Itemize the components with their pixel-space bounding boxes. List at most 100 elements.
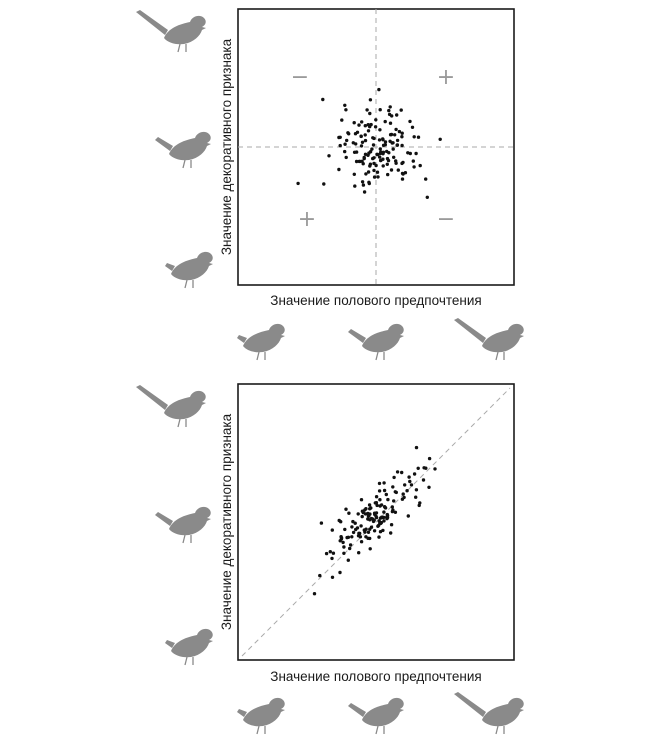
x-axis-label: Значение полового предпочтения <box>270 293 481 308</box>
scatter-point <box>382 510 386 514</box>
scatter-point <box>394 127 398 132</box>
scatter-point <box>367 180 371 184</box>
scatter-point <box>343 149 347 154</box>
quadrant-sign-top-left: − <box>291 65 309 90</box>
scatter-point <box>378 108 382 112</box>
scatter-point <box>346 535 351 539</box>
scatter-point <box>366 170 371 174</box>
scatter-point <box>381 137 385 141</box>
scatter-point <box>375 503 379 508</box>
scatter-point <box>364 535 368 539</box>
scatter-point <box>391 485 395 489</box>
bird-icon <box>136 385 206 427</box>
scatter-point <box>407 475 411 479</box>
scatter-point <box>381 164 385 168</box>
scatter-point <box>378 155 382 159</box>
scatter-point <box>342 545 346 549</box>
scatter-point <box>388 133 393 137</box>
scatter-point <box>379 158 383 163</box>
scatter-point <box>387 108 391 113</box>
scatter-point <box>372 529 377 533</box>
scatter-point <box>368 518 372 522</box>
scatter-point <box>387 151 391 155</box>
scatter-point <box>344 507 348 511</box>
scatter-point <box>363 133 367 137</box>
scatter-point <box>368 536 372 541</box>
scatter-point <box>405 489 409 493</box>
scatter-point <box>390 505 394 509</box>
scatter-point <box>330 528 334 532</box>
scatter-point <box>383 140 388 144</box>
scatter-point <box>416 466 420 470</box>
scatter-point <box>377 87 381 92</box>
scatter-point <box>372 161 376 166</box>
scatter-point <box>362 528 366 532</box>
scatter-point <box>370 147 374 151</box>
scatter-point <box>372 175 377 179</box>
scatter-point <box>425 195 429 199</box>
scatter-point <box>353 521 357 525</box>
scatter-point <box>337 167 341 172</box>
scatter-point <box>427 456 432 461</box>
scatter-point <box>400 143 404 148</box>
bird-icon <box>237 324 285 360</box>
scatter-point <box>327 154 331 158</box>
scatter-point <box>350 525 354 529</box>
scatter-point <box>378 128 382 132</box>
scatter-point <box>359 144 364 148</box>
bird-icon <box>237 698 285 734</box>
scatter-point <box>340 118 344 122</box>
scatter-point <box>386 497 390 502</box>
scatter-point <box>399 108 403 112</box>
scatter-point <box>373 125 378 129</box>
scatter-point <box>400 135 404 139</box>
quadrant-sign-bottom-right: − <box>437 207 455 232</box>
scatter-point <box>368 507 372 511</box>
scatter-point <box>378 498 382 502</box>
scatter-point <box>369 122 373 127</box>
scatter-point <box>366 530 371 534</box>
scatter-point <box>342 551 346 555</box>
scatter-point <box>400 131 404 135</box>
bird-icon <box>348 698 404 734</box>
scatter-point <box>343 527 347 532</box>
scatter-point <box>433 467 437 471</box>
scatter-point <box>393 510 398 514</box>
scatter-points <box>296 87 442 199</box>
scatter-point <box>354 142 358 146</box>
scatter-point <box>392 499 396 503</box>
scatter-point <box>319 521 324 525</box>
scatter-point <box>421 478 426 482</box>
scatter-point <box>372 518 376 522</box>
scatter-point <box>400 161 404 166</box>
scatter-point <box>367 503 372 507</box>
scatter-point <box>330 575 335 579</box>
scatter-point <box>382 519 386 523</box>
scatter-point <box>414 445 419 450</box>
scatter-point <box>384 492 388 497</box>
scatter-point <box>395 143 400 147</box>
scatter-point <box>359 134 363 139</box>
scatter-point <box>418 501 422 505</box>
scatter-point <box>368 164 372 168</box>
scatter-point <box>394 490 398 495</box>
bird-icon <box>454 692 524 734</box>
scatter-point <box>378 504 382 508</box>
scatter-point <box>373 501 377 505</box>
scatter-point <box>393 133 397 137</box>
scatter-point <box>412 165 416 169</box>
scatter-point <box>363 138 368 143</box>
scatter-point <box>408 151 412 156</box>
scatter-point <box>363 124 367 128</box>
scatter-point <box>344 155 348 160</box>
scatter-point <box>357 531 361 535</box>
scatter-point <box>385 516 389 521</box>
scatter-point <box>351 530 356 535</box>
scatter-point <box>338 570 342 575</box>
scatter-point <box>352 172 356 176</box>
bird-icon <box>348 324 404 360</box>
scatter-point <box>394 159 398 163</box>
scatter-point <box>392 155 396 159</box>
scatter-point <box>374 511 379 515</box>
